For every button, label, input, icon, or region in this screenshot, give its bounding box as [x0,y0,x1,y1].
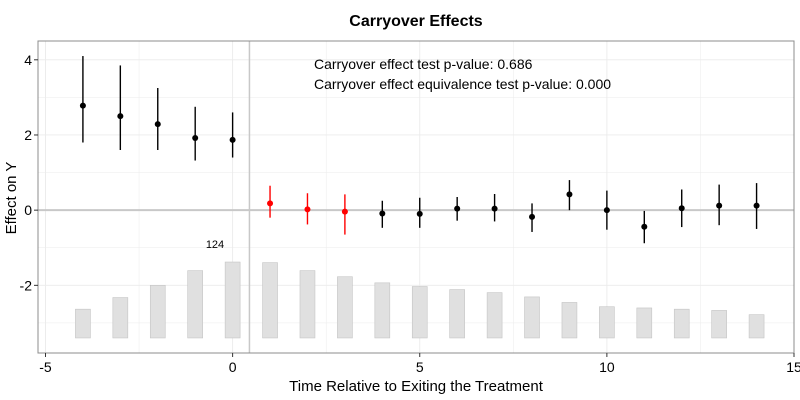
effect-point [192,134,199,141]
effect-point [379,210,386,217]
effect-point [566,191,573,198]
count-bar [112,297,129,339]
y-tick-label: 4 [24,52,32,68]
effect-point [341,208,348,215]
reference-lines [38,41,794,353]
count-bar [374,282,391,339]
y-tick-label: 2 [24,127,32,143]
count-bar [337,276,353,339]
effect-point [117,113,124,120]
effect-point [716,202,723,209]
x-tick-label: 0 [229,359,237,375]
effect-point [304,206,311,213]
axis-ticks: -5 0 5 10 15 -2 0 2 4 [20,52,800,375]
x-tick-label: 5 [416,359,424,375]
effect-point [641,223,648,230]
count-bars [75,261,765,339]
effect-point [229,136,236,143]
count-bar [449,289,465,339]
effect-point [416,210,423,217]
x-tick-label: 10 [599,359,615,375]
count-bar [599,306,615,339]
count-bar [524,296,540,339]
y-tick-label: -2 [20,277,33,293]
count-bar [187,270,203,339]
count-bar [486,292,503,339]
count-bar [561,302,578,339]
count-bar [149,285,166,339]
count-bar [411,286,428,339]
max-bar-count-label: 124 [206,239,224,251]
effect-point [678,205,685,212]
count-bar [262,262,278,339]
count-bar [673,308,690,339]
count-bar [711,310,727,339]
effect-point [79,102,86,109]
effect-point [603,207,610,214]
panel-border [37,40,795,354]
x-tick-label: 15 [786,359,800,375]
effect-point [267,200,274,207]
carryover-test-annotation: Carryover effect test p-value: 0.686 [314,56,533,72]
equivalence-test-annotation: Carryover effect equivalence test p-valu… [314,76,611,92]
effect-point [491,205,498,212]
count-bar [75,308,91,339]
y-tick-label: 0 [24,202,32,218]
effect-point [154,121,161,128]
effect-points [79,56,760,244]
count-bar [299,270,316,339]
y-axis-title: Effect on Y [3,162,20,235]
effect-point [529,213,536,220]
chart-title: Carryover Effects [349,13,483,30]
count-bar [224,261,241,339]
count-bar [748,314,765,339]
x-tick-label: -5 [39,359,52,375]
count-bar [636,307,653,339]
effect-point [454,205,461,212]
x-axis-title: Time Relative to Exiting the Treatment [289,378,544,395]
effect-point [753,202,760,209]
